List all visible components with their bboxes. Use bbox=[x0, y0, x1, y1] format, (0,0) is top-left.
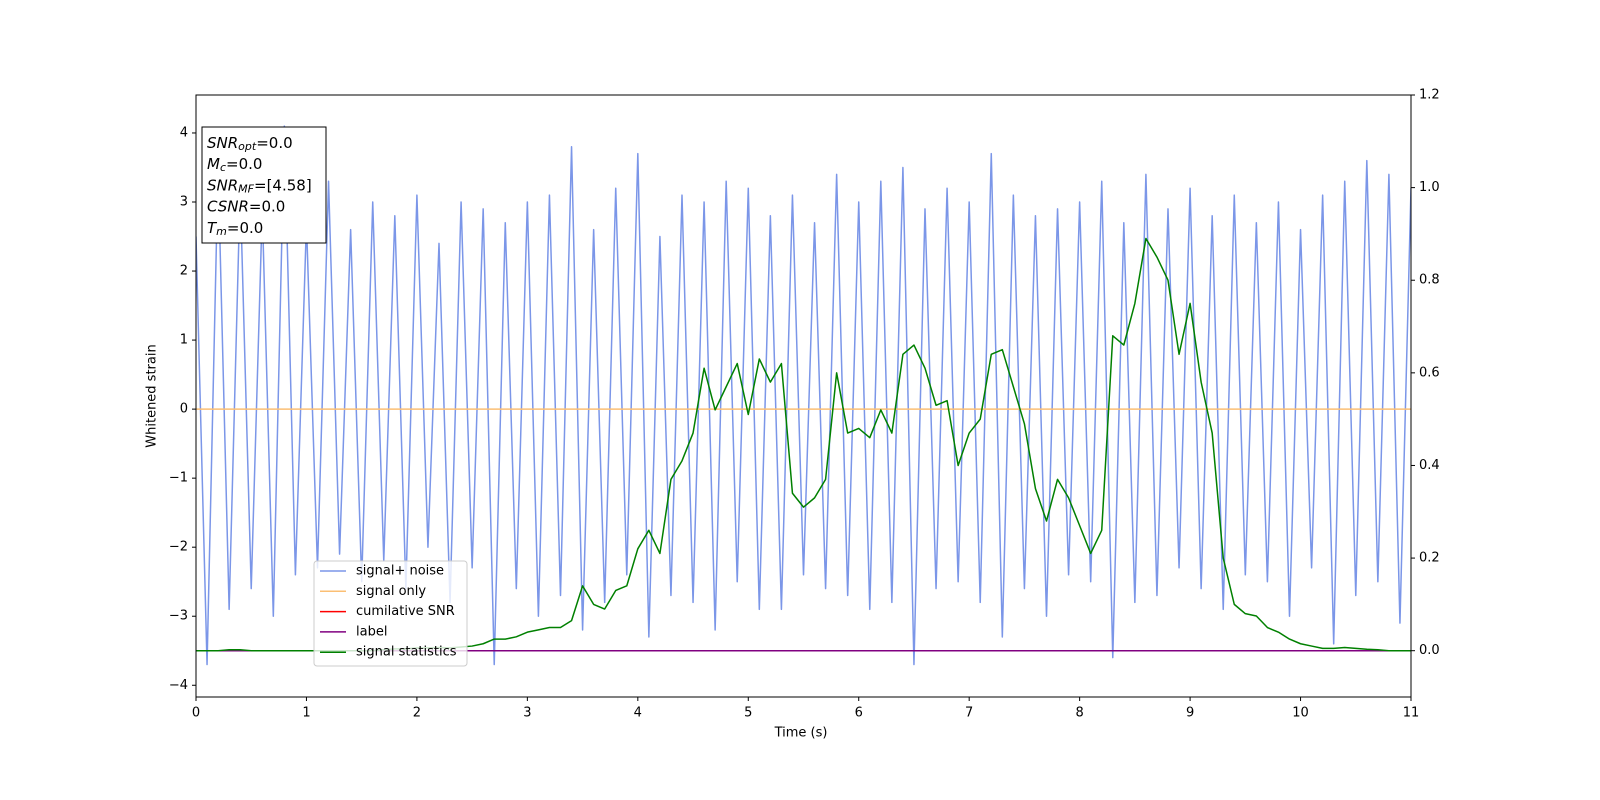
annotation-subscript: opt bbox=[238, 140, 257, 153]
y2-tick-label: 0.2 bbox=[1419, 551, 1440, 566]
annotation-line: SNRopt=0.0 bbox=[207, 134, 293, 154]
x-tick-label: 9 bbox=[1186, 706, 1194, 721]
y-tick-label: −3 bbox=[169, 609, 188, 624]
y-tick-label: 2 bbox=[180, 264, 188, 279]
annotation-subscript: MF bbox=[238, 182, 254, 195]
y-tick-label: −4 bbox=[169, 678, 188, 693]
y2-tick-label: 1.0 bbox=[1419, 180, 1440, 195]
legend-label: signal+ noise bbox=[356, 564, 444, 579]
x-tick-label: 2 bbox=[413, 706, 421, 721]
y2-tick-label: 0.6 bbox=[1419, 365, 1440, 380]
x-axis-label: Time (s) bbox=[774, 726, 828, 741]
series-line bbox=[196, 125, 1411, 666]
legend-box bbox=[313, 560, 468, 667]
y-tick-label: −2 bbox=[169, 540, 188, 555]
y-axis-label: Whitened strain bbox=[145, 344, 160, 447]
y2-tick-label: 0.4 bbox=[1419, 458, 1440, 473]
annotation-value: =0.0 bbox=[226, 155, 262, 173]
x-tick-label: 8 bbox=[1075, 706, 1083, 721]
annotation-line: CSNR=0.0 bbox=[207, 197, 285, 215]
annotation-value: =0.0 bbox=[249, 197, 285, 215]
annotation-symbol: CSNR bbox=[207, 197, 249, 215]
annotation-line: SNRMF=[4.58] bbox=[207, 176, 312, 196]
y2-tick-label: 0.0 bbox=[1419, 643, 1440, 658]
legend-label: label bbox=[356, 624, 387, 639]
x-tick-label: 11 bbox=[1403, 706, 1420, 721]
annotation-value: =[4.58] bbox=[254, 176, 312, 194]
legend-label: cumilative SNR bbox=[356, 604, 455, 619]
annotation-symbol: SNR bbox=[207, 134, 238, 152]
overlay: signal+ noise signal only cumilative SNR la… bbox=[201, 126, 468, 667]
annotation-line: Mc=0.0 bbox=[207, 155, 262, 175]
annotation-subscript: m bbox=[216, 225, 227, 238]
annotation-value: =0.0 bbox=[256, 134, 292, 152]
y-tick-label: −1 bbox=[169, 471, 188, 486]
legend-label: signal only bbox=[356, 584, 426, 599]
annotation-box: SNRopt=0.0Mc=0.0SNRMF=[4.58]CSNR=0.0Tm=0… bbox=[201, 126, 327, 244]
y-tick-label: 1 bbox=[180, 333, 188, 348]
annotation-symbol: T bbox=[207, 218, 218, 236]
y2-tick-label: 1.2 bbox=[1419, 88, 1440, 103]
x-tick-label: 1 bbox=[302, 706, 310, 721]
annotation-value: =0.0 bbox=[227, 218, 263, 236]
x-tick-label: 7 bbox=[965, 706, 973, 721]
annotation-frame bbox=[201, 126, 327, 244]
y2-tick-label: 0.8 bbox=[1419, 273, 1440, 288]
annotation-symbol: M bbox=[207, 155, 220, 173]
x-tick-label: 4 bbox=[634, 706, 642, 721]
plot-frame bbox=[195, 94, 1412, 698]
x-tick-label: 5 bbox=[744, 706, 752, 721]
annotation-symbol: SNR bbox=[207, 176, 238, 194]
y-tick-label: 4 bbox=[180, 125, 188, 140]
annotation-subscript: c bbox=[220, 161, 226, 174]
y-tick-label: 3 bbox=[180, 195, 188, 210]
x-tick-label: 3 bbox=[523, 706, 531, 721]
x-tick-label: 0 bbox=[192, 706, 200, 721]
x-tick-label: 10 bbox=[1292, 706, 1309, 721]
x-tick-label: 6 bbox=[855, 706, 863, 721]
annotation-line: Tm=0.0 bbox=[207, 218, 263, 238]
y-tick-label: 0 bbox=[180, 402, 188, 417]
legend-label: signal statistics bbox=[356, 645, 457, 660]
legend: signal+ noise signal only cumilative SNR la… bbox=[313, 560, 468, 667]
